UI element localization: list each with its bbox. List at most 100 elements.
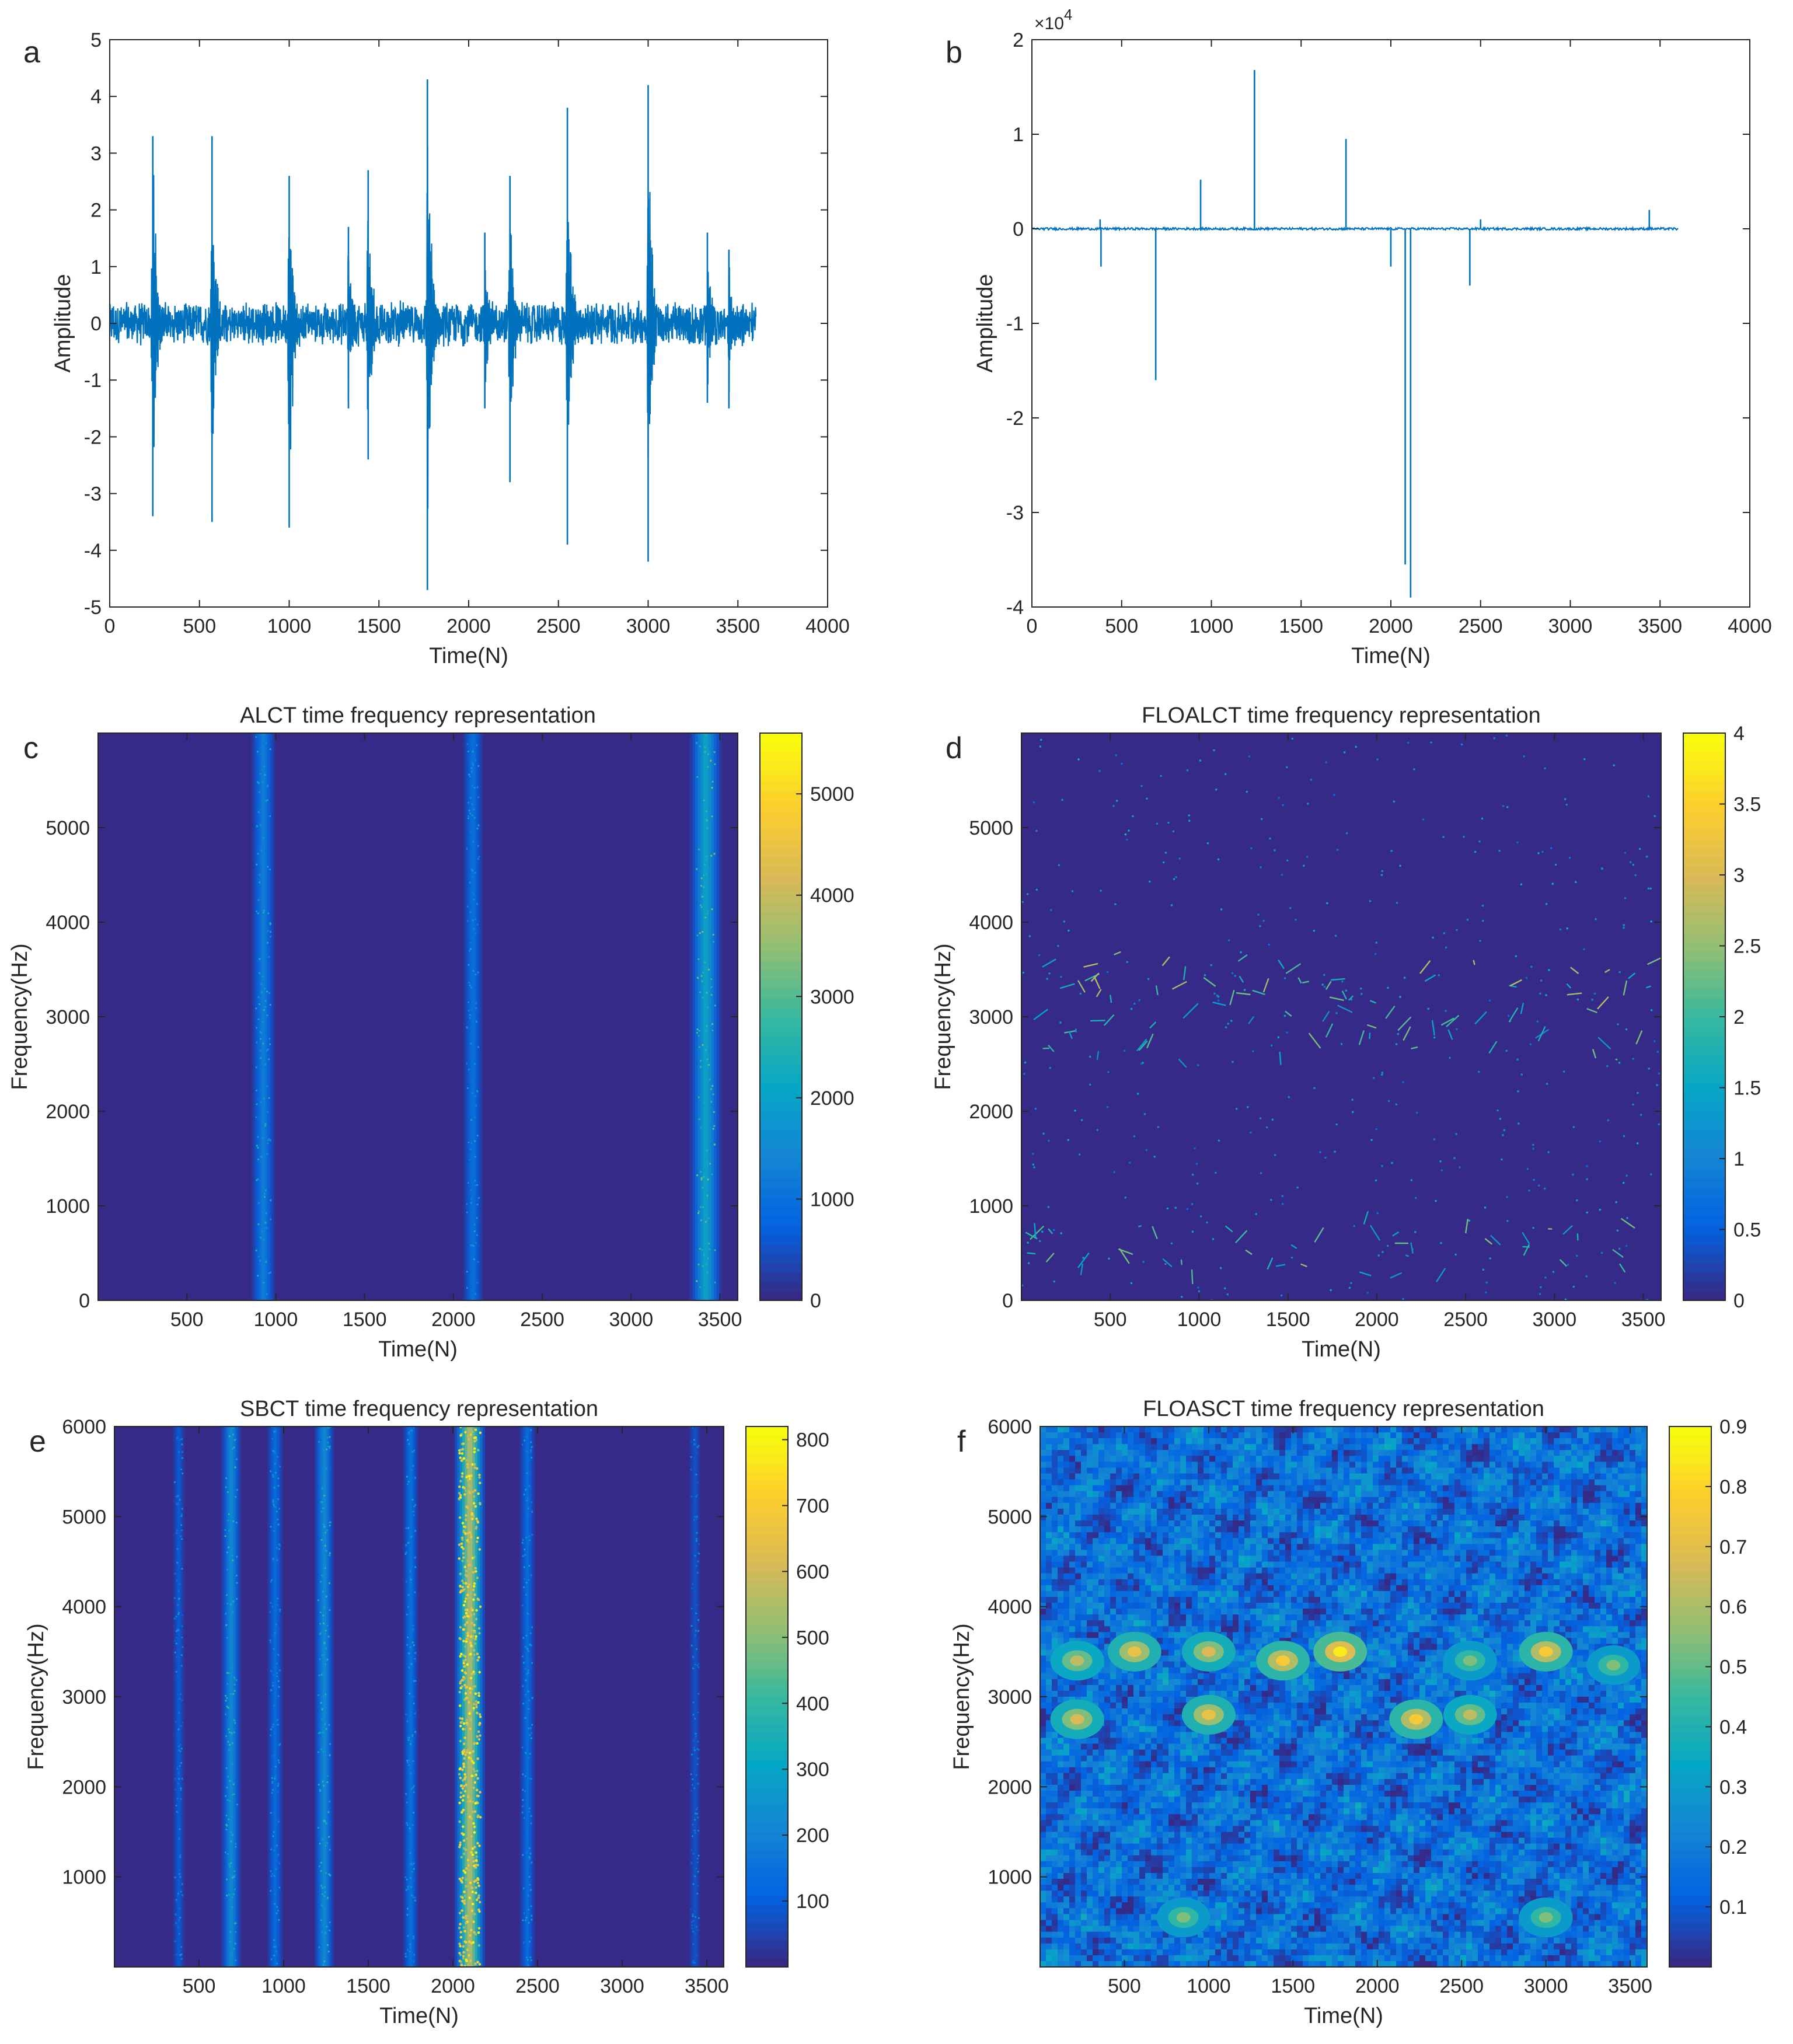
heatmap-cell (1145, 1738, 1152, 1745)
band-speckle (471, 1463, 474, 1466)
band-1 (471, 733, 475, 1300)
heatmap-speckle (1503, 1129, 1506, 1131)
heatmap-cell (1145, 1849, 1152, 1856)
heatmap-speckle (1260, 1172, 1262, 1174)
band-speckle (181, 1508, 183, 1510)
band-speckle (408, 1432, 410, 1435)
heatmap-cell (1046, 1626, 1052, 1633)
heatmap-cell (1058, 1937, 1064, 1944)
heatmap-cell (1128, 1808, 1134, 1815)
heatmap-cell (1110, 1778, 1117, 1785)
band-speckle (408, 1764, 410, 1766)
heatmap-cell (1168, 1544, 1175, 1551)
heatmap-cell (1075, 1955, 1082, 1962)
band-speckle (691, 1962, 694, 1964)
heatmap-cell (1052, 1438, 1058, 1445)
heatmap-cell (1110, 1949, 1117, 1956)
heatmap-cell (1163, 1961, 1169, 1967)
heatmap-speckle (1167, 821, 1170, 824)
heatmap-cell (1139, 1515, 1146, 1521)
heatmap-cell (1040, 1661, 1047, 1668)
colorbar-step (746, 1750, 788, 1760)
heatmap-cell (1058, 1679, 1064, 1686)
heatmap-cell (1081, 1573, 1087, 1580)
heatmap-cell (1168, 1426, 1175, 1433)
heatmap-speckle (1613, 764, 1615, 766)
heatmap-cell (1058, 1926, 1064, 1933)
heatmap-cell (1058, 1855, 1064, 1862)
heatmap-cell (1069, 1638, 1076, 1645)
heatmap-cell (1168, 1879, 1175, 1885)
heatmap-cell (1069, 1920, 1076, 1927)
band-speckle (226, 1697, 228, 1699)
heatmap-cell (1075, 1432, 1082, 1439)
heatmap-cell (1110, 1785, 1117, 1791)
band-speckle (529, 1753, 531, 1755)
band-speckle (696, 1452, 699, 1454)
band-speckle (476, 1898, 479, 1902)
heatmap-cell (1093, 1826, 1099, 1833)
band-speckle (471, 1853, 475, 1856)
band-speckle (529, 1727, 532, 1729)
colorbar-step (746, 1805, 788, 1815)
heatmap-cell (1046, 1609, 1052, 1615)
heatmap-speckle (1372, 1077, 1375, 1079)
colorbar-step (746, 1931, 788, 1941)
band-speckle (277, 1680, 280, 1682)
heatmap-speckle (1106, 971, 1109, 974)
band-speckle (413, 1514, 415, 1516)
band-speckle (476, 1184, 479, 1186)
heatmap-cell (1174, 1515, 1181, 1521)
heatmap-cell (1075, 1538, 1082, 1545)
colorbar-step (760, 969, 802, 979)
heatmap-cell (1122, 1502, 1128, 1509)
band-speckle (277, 1791, 279, 1794)
heatmap-cell (1116, 1720, 1122, 1727)
heatmap-cell (1168, 1438, 1175, 1445)
colorbar-step (760, 988, 802, 999)
band-speckle (226, 1637, 228, 1639)
heatmap-cell (1145, 1473, 1152, 1480)
heatmap-cell (1081, 1743, 1087, 1750)
heatmap-cell (1098, 1926, 1105, 1933)
heatmap-cell (1069, 1738, 1076, 1745)
heatmap-cell (1122, 1438, 1128, 1445)
heatmap-cell (1157, 1561, 1163, 1568)
heatmap-cell (1069, 1867, 1076, 1874)
band-speckle (697, 1871, 699, 1873)
band-speckle (465, 1959, 468, 1962)
heatmap-cell (1110, 1808, 1117, 1815)
band-speckle (470, 1198, 473, 1200)
heatmap-cell (1145, 1908, 1152, 1915)
band-speckle (696, 1538, 698, 1540)
band-speckle (461, 1536, 464, 1539)
heatmap-cell (1139, 1526, 1146, 1533)
band-speckle (180, 1538, 183, 1540)
band-speckle (180, 1654, 183, 1656)
heatmap-cell (1093, 1832, 1099, 1839)
band-speckle (473, 1913, 476, 1916)
heatmap-speckle (1445, 946, 1447, 949)
heatmap-cell (1122, 1931, 1128, 1938)
heatmap-cell (1110, 1432, 1117, 1439)
heatmap-cell (1040, 1832, 1047, 1839)
heatmap-cell (1046, 1955, 1052, 1962)
heatmap-cell (1098, 1520, 1105, 1527)
heatmap-cell (1163, 1773, 1169, 1780)
heatmap-cell (1139, 1814, 1146, 1821)
heatmap-cell (1104, 1749, 1111, 1756)
heatmap-cell (1128, 1920, 1134, 1927)
band-speckle (468, 1010, 470, 1012)
heatmap-cell (1040, 1579, 1047, 1586)
band-speckle (260, 1057, 262, 1059)
heatmap-speckle (1484, 1206, 1487, 1209)
colorbar-tick-label: 600 (796, 1561, 829, 1583)
heatmap-cell (1046, 1573, 1052, 1580)
heatmap-cell (1046, 1491, 1052, 1498)
heatmap-cell (1139, 1802, 1146, 1809)
heatmap-cell (1151, 1626, 1157, 1633)
band-speckle (261, 781, 264, 783)
band-speckle (462, 1628, 465, 1631)
band-speckle (327, 1811, 330, 1813)
band-speckle (234, 1942, 236, 1945)
